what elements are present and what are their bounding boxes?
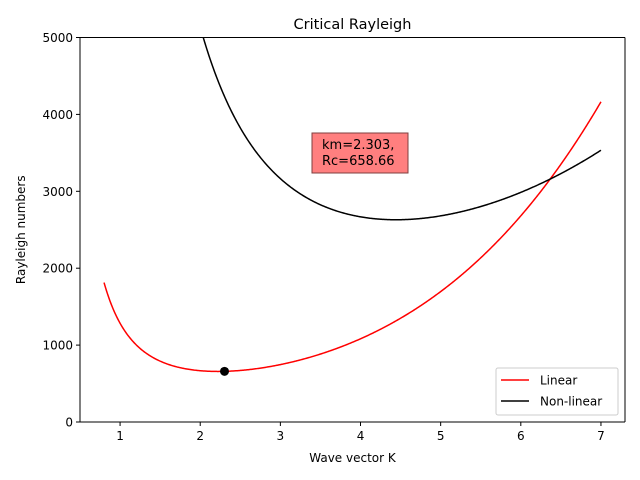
x-axis-ticks: 1 2 3 4 5 6 7	[116, 422, 605, 443]
chart-title: Critical Rayleigh	[294, 17, 412, 33]
annotation-box	[311, 132, 409, 174]
x-axis-label: Wave vector K	[309, 451, 397, 465]
y-tick-label: 1000	[42, 339, 73, 353]
y-tick-label: 3000	[42, 185, 73, 199]
x-tick-label: 5	[437, 429, 445, 443]
axes-frame	[79, 37, 626, 423]
y-tick-label: 4000	[42, 108, 73, 122]
y-tick-label: 5000	[42, 31, 73, 45]
annotation-line-2: Rc=658.66	[322, 154, 395, 169]
y-axis-label: Rayleigh numbers	[14, 175, 28, 284]
x-tick-label: 4	[357, 429, 365, 443]
legend: Linear Non-linear	[495, 367, 619, 416]
legend-label-nonlinear: Non-linear	[540, 395, 602, 409]
annotation: km=2.303, Rc=658.66	[311, 132, 409, 174]
annotation-line-1: km=2.303,	[322, 138, 394, 153]
x-tick-label: 1	[116, 429, 124, 443]
series-line-linear	[103, 101, 602, 373]
y-axis-ticks: 0 1000 2000 3000 4000 5000	[42, 31, 80, 430]
plot-area	[80, 37, 625, 422]
critical-point-marker	[220, 366, 230, 376]
series-line-nonlinear	[202, 37, 602, 221]
y-tick-label: 0	[65, 416, 73, 430]
x-tick-label: 6	[517, 429, 525, 443]
x-tick-label: 2	[196, 429, 204, 443]
y-tick-label: 2000	[42, 262, 73, 276]
x-tick-label: 7	[597, 429, 605, 443]
x-tick-label: 3	[277, 429, 285, 443]
legend-label-linear: Linear	[540, 374, 577, 388]
